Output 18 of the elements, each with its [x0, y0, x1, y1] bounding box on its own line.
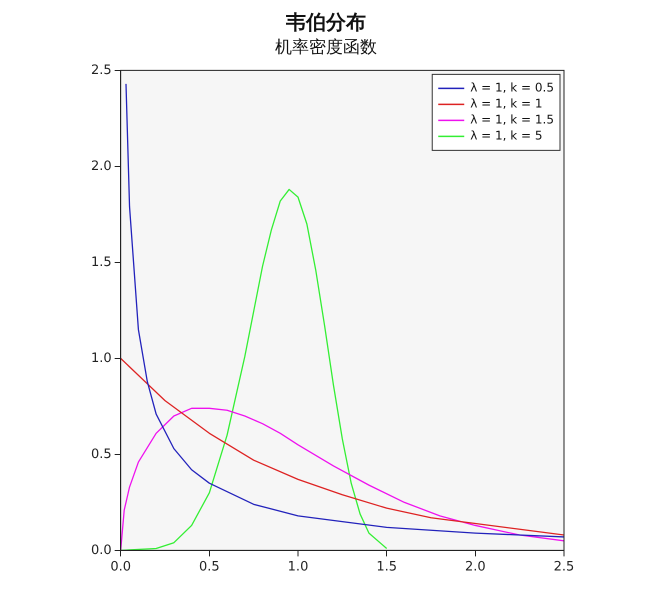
legend-label: λ = 1, k = 1.5 [470, 112, 554, 127]
x-tick-label: 0.5 [198, 560, 220, 575]
x-tick-label: 1.0 [288, 560, 308, 575]
y-tick-label: 2.5 [90, 62, 112, 78]
chart-subtitle: 机率密度函数 [275, 38, 377, 58]
x-tick-label: 0.0 [110, 560, 132, 575]
x-tick-label: 1.5 [376, 560, 398, 575]
y-tick-label: 2.0 [90, 158, 112, 174]
x-tick-label: 2.5 [554, 560, 574, 575]
y-tick-label: 1.0 [90, 350, 112, 366]
x-tick-label: 2.0 [464, 560, 486, 575]
chart-title: 韦伯分布 [285, 10, 366, 34]
legend-label: λ = 1, k = 5 [470, 128, 543, 143]
legend-label: λ = 1, k = 1 [470, 96, 543, 111]
y-tick-label: 1.5 [90, 254, 112, 270]
legend-label: λ = 1, k = 0.5 [470, 80, 554, 95]
y-tick-label: 0.5 [90, 446, 112, 462]
y-tick-label: 0.0 [90, 542, 112, 558]
